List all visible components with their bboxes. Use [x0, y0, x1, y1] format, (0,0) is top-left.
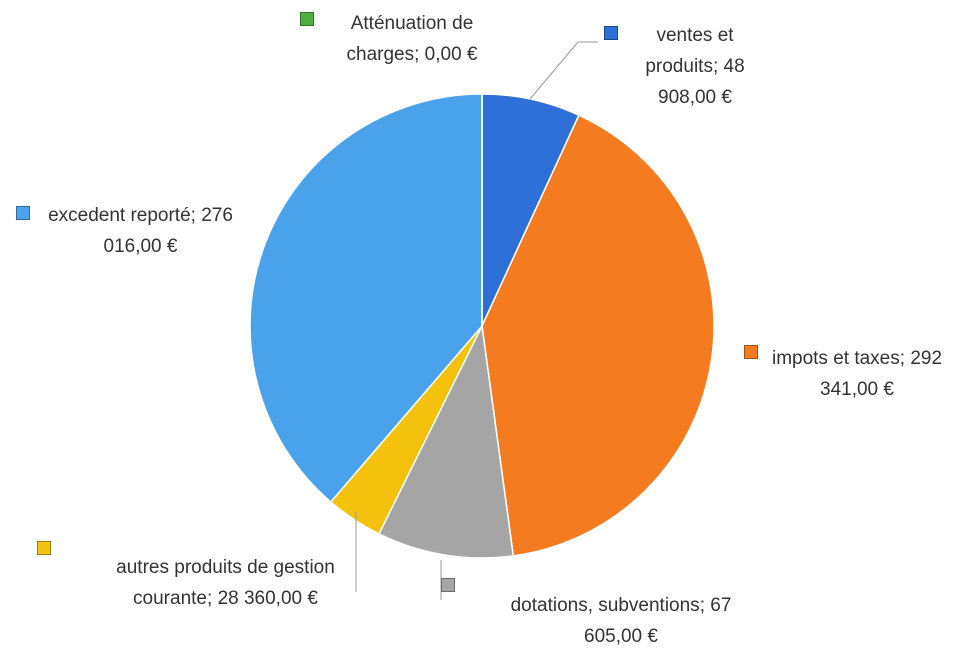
data-label: autres produits de gestion courante; 28 …	[93, 552, 358, 614]
label-key	[744, 345, 758, 359]
label-value: 28 360,00 €	[217, 588, 318, 609]
label-key	[37, 541, 51, 555]
label-value: 67 605,00 €	[584, 595, 732, 647]
label-value: 292 341,00 €	[820, 348, 943, 400]
pie-slice	[481, 114, 715, 557]
label-category: excedent reporté	[48, 205, 191, 226]
data-label: dotations, subventions; 67 605,00 €	[490, 590, 752, 649]
label-category: autres produits de gestion courante	[116, 557, 335, 609]
label-category: ventes et produits	[645, 25, 734, 77]
label-category: Atténuation de charges	[346, 13, 474, 65]
pie-slice	[377, 323, 515, 559]
data-label: ventes et produits; 48 908,00 €	[636, 20, 754, 113]
label-separator: ;	[207, 588, 213, 609]
label-separator: ;	[712, 56, 719, 77]
leader-line	[529, 41, 598, 100]
label-separator: ;	[190, 205, 196, 226]
label-category: impots et taxes	[771, 348, 900, 369]
pie-slice	[249, 93, 483, 503]
label-separator: ;	[414, 44, 420, 65]
label-value: 276 016,00 €	[103, 205, 233, 257]
label-category: dotations, subventions	[510, 595, 700, 616]
data-label: excedent reporté; 276 016,00 €	[38, 200, 243, 262]
label-value: 48 908,00 €	[658, 56, 745, 108]
label-separator: ;	[899, 348, 906, 369]
label-value: 0,00 €	[424, 44, 478, 65]
label-key	[300, 12, 314, 26]
label-key	[16, 206, 30, 220]
label-key	[441, 578, 455, 592]
label-key	[604, 26, 618, 40]
label-separator: ;	[699, 595, 705, 616]
data-label: impots et taxes; 292 341,00 €	[757, 343, 957, 405]
data-label: Atténuation de charges; 0,00 €	[332, 8, 492, 70]
